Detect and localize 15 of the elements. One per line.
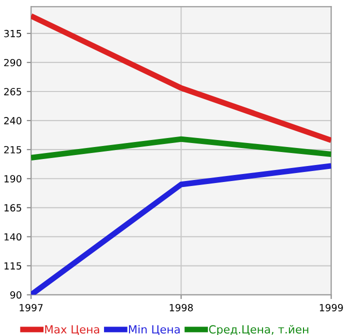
y-tick-label: 215 — [4, 146, 22, 154]
y-tick-label: 265 — [4, 88, 22, 96]
y-tick-label: 115 — [4, 262, 22, 270]
y-tick-label: 90 — [10, 291, 22, 299]
x-tick-label: 1998 — [170, 304, 193, 312]
x-tick-label: 1997 — [20, 304, 43, 312]
y-tick-label: 315 — [4, 30, 22, 38]
y-tick-label: 140 — [4, 233, 22, 241]
legend-label: Min Цена — [129, 324, 180, 335]
y-tick-label: 190 — [4, 175, 22, 182]
y-tick-label: 165 — [4, 204, 22, 212]
y-tick-label: 290 — [4, 58, 22, 66]
legend-label: Max Цена — [45, 325, 100, 335]
x-tick-label: 1999 — [320, 304, 343, 312]
y-tick-label: 240 — [4, 117, 22, 124]
